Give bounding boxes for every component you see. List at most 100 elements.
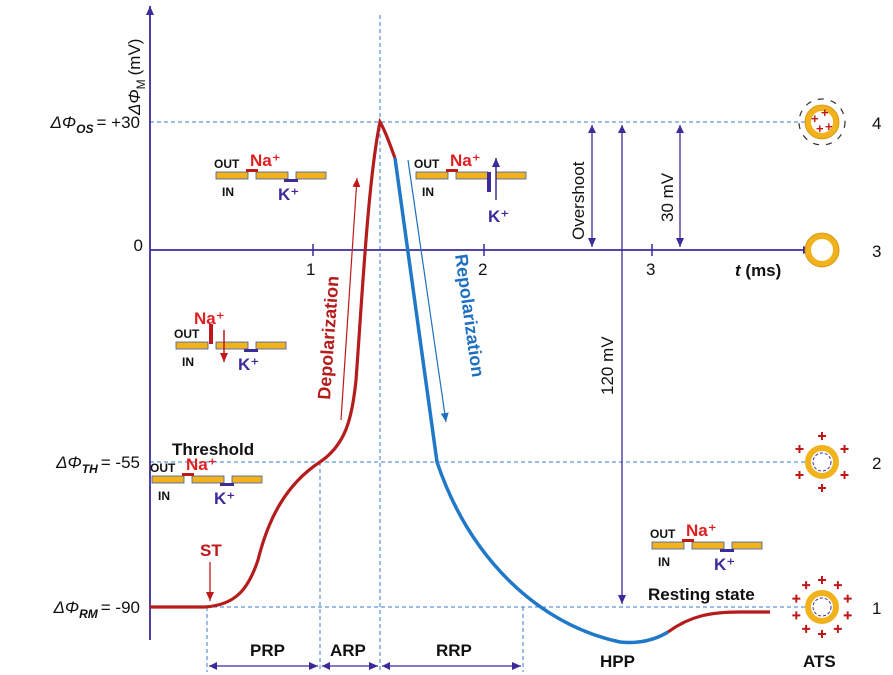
- y-symbol: ΔΦ: [125, 89, 144, 116]
- y-level-label: 0: [134, 236, 143, 255]
- out-label: OUT: [414, 157, 440, 171]
- k-channel: [720, 549, 734, 552]
- membrane-segment: [215, 171, 249, 180]
- k-channel: [487, 172, 491, 192]
- stimulus-label: ST: [200, 541, 222, 560]
- y-level-sub: OS: [76, 122, 93, 136]
- in-label: IN: [222, 185, 234, 199]
- plus-sign: [795, 471, 804, 479]
- plus-sign: [840, 445, 849, 453]
- x-tick-marks: [312, 244, 653, 256]
- membrane-segment: [731, 541, 763, 550]
- plus-sign: [792, 594, 801, 603]
- plus-sign: [840, 471, 849, 479]
- in-label: IN: [158, 489, 170, 503]
- plus-sign: [843, 594, 852, 603]
- membrane-segment: [231, 475, 263, 484]
- interval-label: ARP: [330, 641, 366, 660]
- plus-sign: [818, 630, 826, 638]
- membrane-segment: [415, 171, 449, 180]
- threshold-label: Threshold: [172, 440, 254, 459]
- na-label: Na⁺: [450, 151, 481, 170]
- x-symbol: t: [735, 261, 742, 280]
- plus-sign: [792, 611, 801, 620]
- plus-sign: [833, 581, 842, 590]
- thirty-mv-label: 30 mV: [658, 172, 677, 222]
- y-sub: M: [134, 79, 148, 89]
- y-level-symbol: ΔΦ: [52, 598, 79, 617]
- k-channel: [220, 483, 234, 486]
- out-label: OUT: [150, 461, 176, 475]
- charges: [792, 432, 852, 638]
- y-level-value: = -90: [101, 598, 140, 617]
- membrane-icon: OUT IN Na⁺ K⁺: [214, 151, 327, 204]
- na-channel: [209, 324, 213, 344]
- membrane-segment: [495, 171, 527, 180]
- k-label: K⁺: [278, 185, 299, 204]
- state-number: 4: [872, 114, 881, 133]
- y-level-value: = +30: [97, 113, 141, 132]
- y-level-value: 0: [134, 236, 143, 255]
- svg-text:+: +: [821, 105, 829, 120]
- repolarization-arrow: [407, 159, 449, 423]
- in-label: IN: [658, 555, 670, 569]
- plus-sign: [795, 445, 804, 453]
- depolarization-label: Depolarization: [314, 275, 343, 400]
- cell-states: + ++ +: [798, 98, 846, 624]
- membrane-segment: [191, 475, 225, 484]
- k-channel: [284, 179, 298, 182]
- amplitude-label: 120 mV: [598, 336, 617, 395]
- membrane-segment: [175, 341, 209, 350]
- na-label: Na⁺: [194, 309, 225, 328]
- y-level-label: ΔΦOS = +30: [50, 113, 140, 136]
- na-channel: [182, 473, 194, 476]
- out-label: OUT: [174, 327, 200, 341]
- membrane-icon: OUT IN Na⁺ K⁺: [174, 309, 287, 374]
- k-label: K⁺: [214, 489, 235, 508]
- membrane-icon: OUT IN Na⁺ K⁺: [414, 151, 527, 226]
- membrane-segment: [691, 541, 725, 550]
- na-label: Na⁺: [186, 455, 217, 474]
- k-channel: [244, 349, 258, 352]
- membrane-segment: [295, 171, 327, 180]
- hpp-label: HPP: [600, 652, 635, 671]
- state-number: 3: [872, 242, 881, 261]
- membrane-segment: [151, 475, 185, 484]
- recovery-curve: [667, 610, 770, 634]
- na-label: Na⁺: [686, 521, 717, 540]
- na-channel: [246, 169, 258, 172]
- x-axis-label: t (ms): [735, 261, 781, 280]
- ats-label: ATS: [803, 652, 836, 671]
- na-channel: [446, 169, 458, 172]
- repolarization-curve: [393, 157, 669, 645]
- y-axis-label: ΔΦM (mV): [125, 39, 148, 116]
- membrane-segment: [255, 171, 289, 180]
- out-label: OUT: [650, 527, 676, 541]
- resting-state-label: Resting state: [648, 585, 755, 604]
- out-label: OUT: [214, 157, 240, 171]
- plus-sign: [833, 624, 842, 633]
- plus-sign: [818, 484, 826, 492]
- y-level-label: ΔΦRM = -90: [52, 598, 140, 621]
- x-tick-label: 2: [478, 260, 487, 279]
- y-level-label: ΔΦTH = -55: [55, 453, 140, 476]
- na-label: Na⁺: [250, 151, 281, 170]
- depolarization-curve: [150, 117, 397, 609]
- overshoot-label: Overshoot: [569, 161, 588, 240]
- x-tick-label: 1: [306, 260, 315, 279]
- membrane-icons: OUT IN Na⁺ K⁺ OUT IN Na⁺ K⁺ OUT IN Na⁺ K⁺ OUT IN Na⁺ K⁺…: [150, 151, 763, 574]
- x-tick-label: 3: [646, 260, 655, 279]
- interval-label: RRP: [436, 641, 472, 660]
- y-level-symbol: ΔΦ: [50, 113, 77, 132]
- svg-text:+: +: [811, 111, 819, 126]
- membrane-segment: [255, 341, 287, 350]
- membrane-segment: [215, 341, 249, 350]
- in-label: IN: [182, 355, 194, 369]
- state-number: 2: [872, 454, 881, 473]
- membrane-icon: OUT IN Na⁺ K⁺: [650, 521, 763, 574]
- y-unit: (mV): [125, 39, 144, 76]
- membrane-segment: [651, 541, 685, 550]
- y-level-value: = -55: [101, 453, 140, 472]
- state-number: 1: [872, 599, 881, 618]
